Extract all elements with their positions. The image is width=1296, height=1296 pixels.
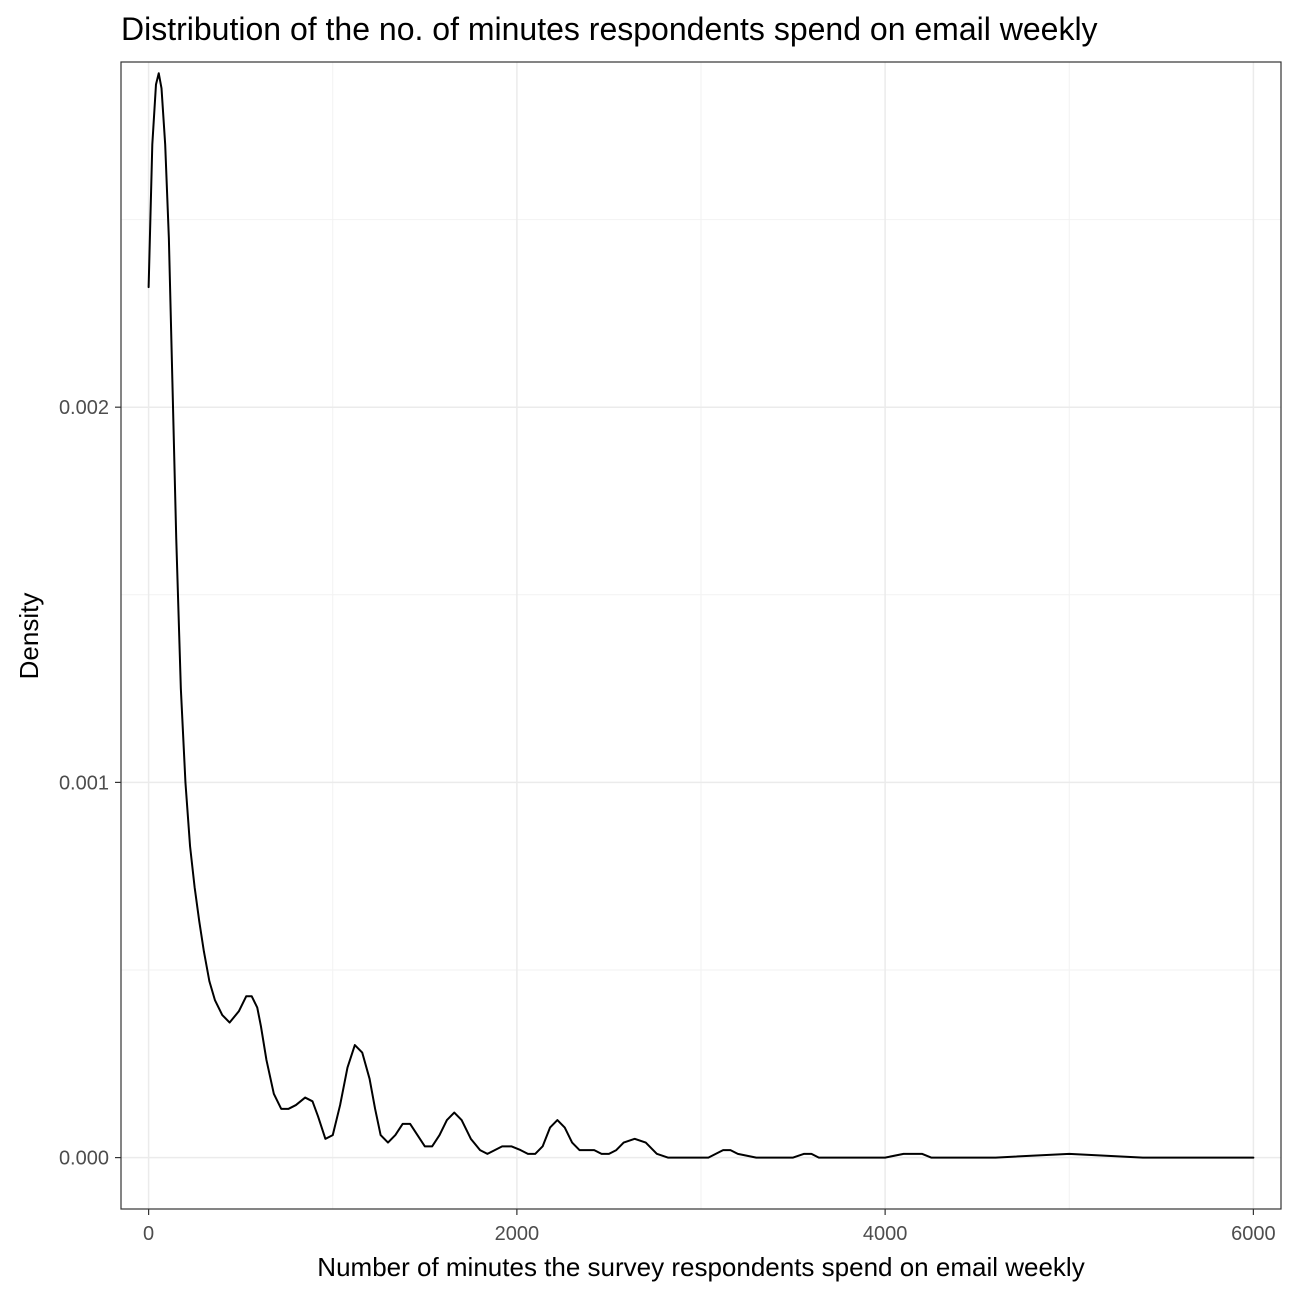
y-tick-label: 0.001 bbox=[59, 772, 109, 794]
y-tick-label: 0.002 bbox=[59, 397, 109, 419]
chart-title: Distribution of the no. of minutes respo… bbox=[121, 11, 1098, 47]
density-curve bbox=[147, 72, 1255, 1159]
plot-border bbox=[120, 61, 1282, 1210]
x-tick-label: 2000 bbox=[495, 1223, 540, 1245]
y-tick-label: 0.000 bbox=[59, 1148, 109, 1170]
y-axis-label: Density bbox=[14, 593, 44, 680]
y-axis: 0.000 0.001 0.002 bbox=[59, 397, 121, 1170]
x-axis: 0 2000 4000 6000 bbox=[143, 1209, 1276, 1245]
x-tick-label: 6000 bbox=[1231, 1223, 1276, 1245]
x-tick-label: 0 bbox=[143, 1223, 154, 1245]
x-axis-label: Number of minutes the survey respondents… bbox=[317, 1252, 1084, 1282]
x-tick-label: 4000 bbox=[863, 1223, 908, 1245]
